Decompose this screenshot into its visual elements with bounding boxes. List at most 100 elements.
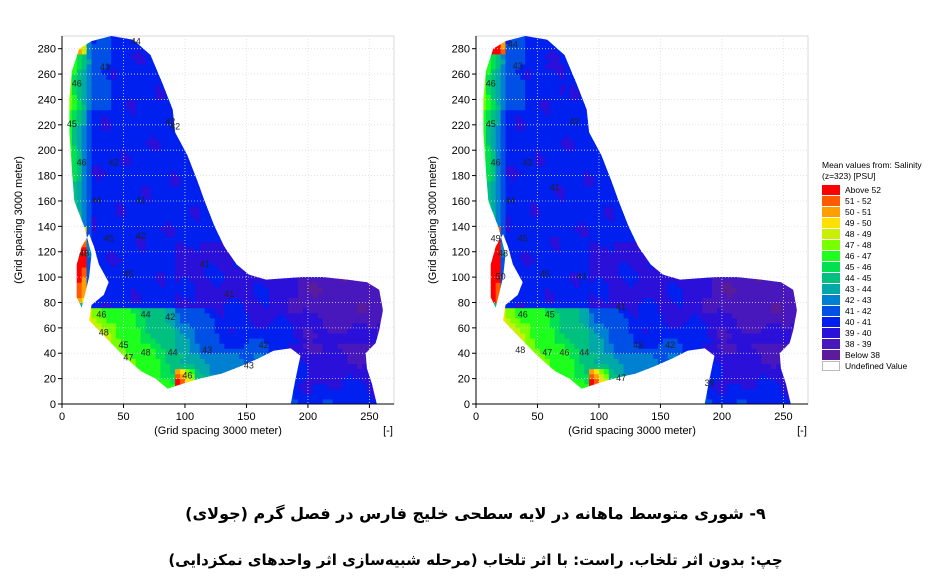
salinity-cell xyxy=(135,343,142,349)
salinity-cell xyxy=(111,195,117,202)
salinity-cell xyxy=(352,383,358,390)
salinity-cell xyxy=(229,282,235,288)
salinity-cell xyxy=(248,358,255,364)
salinity-cell xyxy=(342,368,348,375)
y-tick-label: 140 xyxy=(38,221,56,233)
salinity-cell xyxy=(170,190,176,197)
salinity-cell xyxy=(214,312,220,319)
salinity-cell xyxy=(135,358,142,364)
salinity-cell xyxy=(111,277,117,283)
salinity-cell xyxy=(209,231,216,238)
salinity-cell xyxy=(303,302,309,309)
salinity-cell xyxy=(106,277,112,283)
salinity-cell xyxy=(248,297,255,304)
salinity-cell xyxy=(165,312,171,319)
salinity-cell xyxy=(189,292,196,298)
salinity-cell xyxy=(86,226,93,232)
salinity-cell xyxy=(303,378,309,385)
salinity-cell xyxy=(194,343,201,349)
salinity-cell xyxy=(140,211,147,217)
salinity-cell xyxy=(106,206,112,212)
salinity-cell xyxy=(283,312,289,319)
salinity-cell xyxy=(219,246,225,253)
salinity-cell xyxy=(91,165,97,172)
salinity-cell xyxy=(189,201,196,207)
salinity-cell xyxy=(185,180,191,187)
salinity-cell xyxy=(160,170,166,177)
salinity-cell xyxy=(155,211,161,217)
salinity-cell xyxy=(76,267,83,273)
salinity-cell xyxy=(121,43,127,50)
salinity-cell xyxy=(145,343,152,349)
salinity-cell xyxy=(180,292,186,298)
salinity-cell xyxy=(155,236,161,243)
salinity-cell xyxy=(165,241,171,248)
salinity-cell xyxy=(307,348,314,354)
salinity-cell xyxy=(160,216,166,222)
salinity-cell xyxy=(189,348,196,354)
salinity-cell xyxy=(86,190,93,197)
salinity-cell xyxy=(175,206,181,212)
salinity-cell xyxy=(125,79,132,85)
salinity-cell xyxy=(288,297,294,304)
salinity-cell xyxy=(145,84,152,90)
salinity-cell xyxy=(317,388,324,395)
salinity-cell xyxy=(125,332,132,339)
salinity-cell xyxy=(337,398,343,404)
salinity-cell xyxy=(91,79,97,85)
salinity-cell xyxy=(362,373,368,380)
salinity-cell xyxy=(263,332,270,339)
salinity-cell xyxy=(185,348,191,354)
salinity-cell xyxy=(155,195,161,202)
salinity-cell xyxy=(69,89,73,95)
salinity-cell xyxy=(165,272,171,278)
salinity-cell xyxy=(175,135,181,141)
salinity-cell xyxy=(175,185,181,192)
salinity-cell xyxy=(322,287,329,293)
salinity-cell xyxy=(337,282,343,288)
salinity-cell xyxy=(135,221,142,227)
salinity-cell xyxy=(352,368,358,375)
salinity-cell xyxy=(234,338,240,344)
salinity-cell xyxy=(140,267,147,273)
salinity-cell xyxy=(322,373,329,380)
salinity-cell xyxy=(145,190,152,197)
contour-label: 43 xyxy=(100,62,110,72)
salinity-cell xyxy=(263,292,270,298)
salinity-cell xyxy=(317,322,324,329)
salinity-cell xyxy=(160,272,166,278)
salinity-cell xyxy=(106,99,112,106)
salinity-cell xyxy=(273,312,279,319)
salinity-cell xyxy=(327,393,334,400)
salinity-cell xyxy=(253,327,260,334)
salinity-cell xyxy=(140,358,147,364)
salinity-cell xyxy=(116,195,122,202)
salinity-cell xyxy=(150,307,156,314)
salinity-cell xyxy=(96,170,102,177)
salinity-cell xyxy=(199,353,206,359)
salinity-cell xyxy=(199,358,206,364)
salinity-cell xyxy=(155,373,161,380)
salinity-cell xyxy=(145,109,152,116)
salinity-cell xyxy=(130,79,137,85)
salinity-cell xyxy=(125,58,132,65)
salinity-cell xyxy=(135,170,142,177)
salinity-cell xyxy=(130,104,137,111)
salinity-cell xyxy=(160,373,166,380)
salinity-cell xyxy=(253,287,260,293)
salinity-cell xyxy=(145,287,152,293)
salinity-cell xyxy=(194,373,201,380)
salinity-cell xyxy=(96,312,102,319)
salinity-cell xyxy=(352,338,358,344)
salinity-cell xyxy=(130,63,137,70)
salinity-cell xyxy=(140,261,147,268)
salinity-cell xyxy=(140,256,147,263)
salinity-cell xyxy=(165,327,171,334)
salinity-cell xyxy=(371,322,378,329)
salinity-cell xyxy=(175,287,181,293)
salinity-cell xyxy=(322,297,329,304)
salinity-cell xyxy=(204,368,211,375)
salinity-cell xyxy=(239,297,245,304)
salinity-cell xyxy=(224,368,230,375)
salinity-cell xyxy=(214,307,220,314)
